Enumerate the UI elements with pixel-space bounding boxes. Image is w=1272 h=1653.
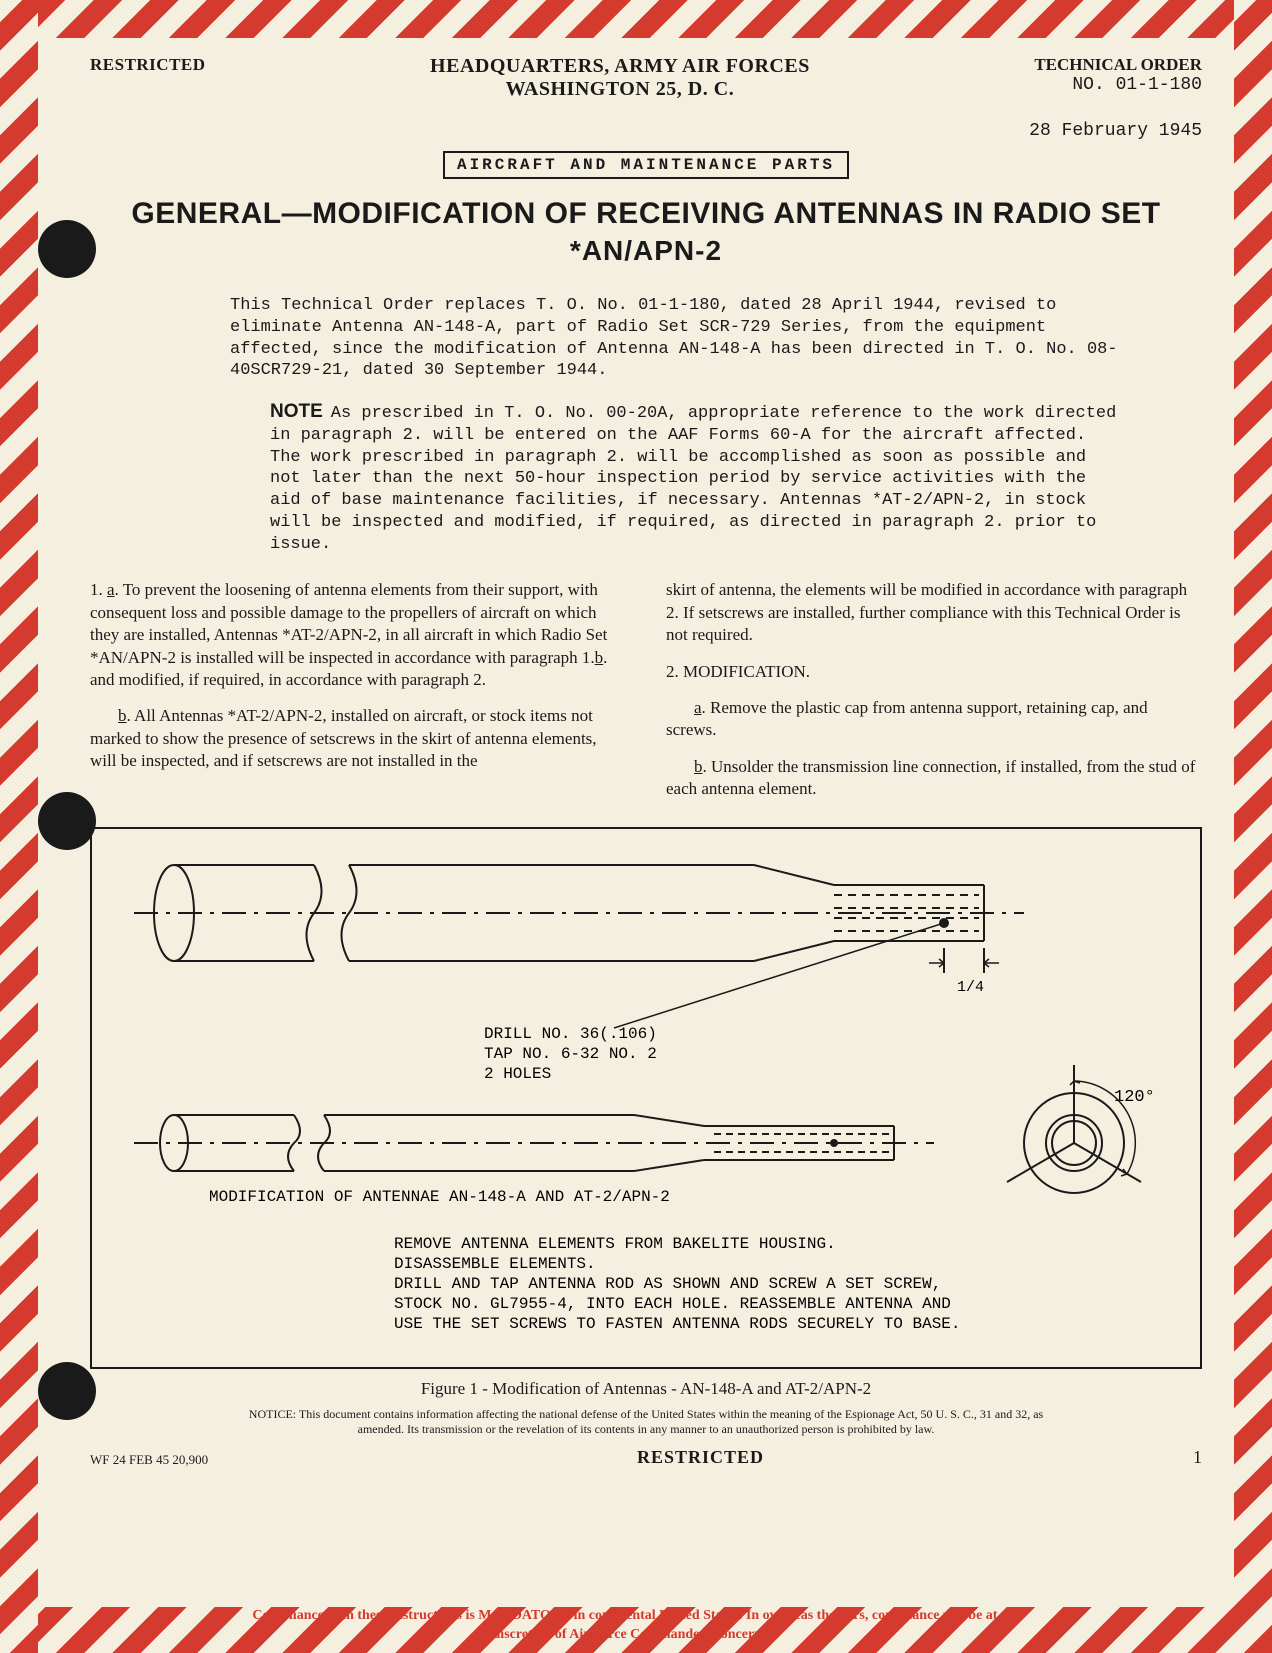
drill-line3: 2 HOLES <box>484 1065 551 1083</box>
para-skirt: skirt of antenna, the elements will be m… <box>666 579 1202 646</box>
instr-4: STOCK NO. GL7955-4, INTO EACH HOLE. REAS… <box>394 1295 951 1313</box>
instr-3: DRILL AND TAP ANTENNA ROD AS SHOWN AND S… <box>394 1275 941 1293</box>
dim-label: 1/4 <box>957 979 984 996</box>
border-left <box>0 0 38 1653</box>
border-right <box>1234 0 1272 1653</box>
sub-title: *AN/APN-2 <box>90 235 1202 267</box>
hq-line2: WASHINGTON 25, D. C. <box>430 78 810 101</box>
instr-1: REMOVE ANTENNA ELEMENTS FROM BAKELITE HO… <box>394 1235 836 1253</box>
figure-box: 1/4 DRILL NO. 36(.106) TAP NO. 6-32 NO. … <box>90 827 1202 1369</box>
figure-caption: Figure 1 - Modification of Antennas - AN… <box>90 1379 1202 1399</box>
restricted-bottom: RESTRICTED <box>637 1447 764 1468</box>
category-wrap: AIRCRAFT AND MAINTENANCE PARTS <box>90 151 1202 179</box>
main-title: GENERAL—MODIFICATION OF RECEIVING ANTENN… <box>90 197 1202 231</box>
right-column: skirt of antenna, the elements will be m… <box>666 579 1202 815</box>
para-2-heading: 2. MODIFICATION. <box>666 661 1202 683</box>
para-1b: b. All Antennas *AT-2/APN-2, installed o… <box>90 705 626 772</box>
footer-row: WF 24 FEB 45 20,900 RESTRICTED 1 <box>90 1447 1202 1468</box>
two-column-body: 1. a. To prevent the loosening of antenn… <box>90 579 1202 815</box>
tech-order-no: NO. 01-1-180 <box>1034 75 1202 95</box>
mod-label: MODIFICATION OF ANTENNAE AN-148-A AND AT… <box>209 1188 670 1206</box>
instr-5: USE THE SET SCREWS TO FASTEN ANTENNA ROD… <box>394 1315 961 1333</box>
category-box: AIRCRAFT AND MAINTENANCE PARTS <box>443 151 849 179</box>
figure-svg: 1/4 DRILL NO. 36(.106) TAP NO. 6-32 NO. … <box>114 853 1174 1353</box>
punch-hole <box>38 1362 96 1420</box>
document-page: RESTRICTED HEADQUARTERS, ARMY AIR FORCES… <box>0 0 1272 1653</box>
punch-hole <box>38 792 96 850</box>
left-column: 1. a. To prevent the loosening of antenn… <box>90 579 626 815</box>
punch-hole <box>38 220 96 278</box>
tech-order-block: TECHNICAL ORDER NO. 01-1-180 <box>1034 55 1202 95</box>
wf-code: WF 24 FEB 45 20,900 <box>90 1452 208 1468</box>
drill-line2: TAP NO. 6-32 NO. 2 <box>484 1045 657 1063</box>
para-2a: a. Remove the plastic cap from antenna s… <box>666 697 1202 742</box>
content-area: RESTRICTED HEADQUARTERS, ARMY AIR FORCES… <box>90 55 1202 1593</box>
page-number: 1 <box>1193 1447 1202 1468</box>
instr-2: DISASSEMBLE ELEMENTS. <box>394 1255 596 1273</box>
document-date: 28 February 1945 <box>90 121 1202 141</box>
header-row: RESTRICTED HEADQUARTERS, ARMY AIR FORCES… <box>90 55 1202 101</box>
drill-line1: DRILL NO. 36(.106) <box>484 1025 657 1043</box>
headquarters-block: HEADQUARTERS, ARMY AIR FORCES WASHINGTON… <box>430 55 810 101</box>
note-label: NOTE <box>270 401 323 422</box>
compliance-notice: Compliance with these instructions is MA… <box>246 1607 1026 1645</box>
note-block: NOTEAs prescribed in T. O. No. 00-20A, a… <box>270 400 1122 555</box>
para-2b: b. Unsolder the transmission line connec… <box>666 756 1202 801</box>
border-top <box>0 0 1272 38</box>
hq-line1: HEADQUARTERS, ARMY AIR FORCES <box>430 55 810 78</box>
angle-label: 120° <box>1114 1088 1155 1107</box>
security-notice: NOTICE: This document contains informati… <box>230 1407 1062 1437</box>
intro-paragraph: This Technical Order replaces T. O. No. … <box>230 295 1122 382</box>
para-1a: 1. a. To prevent the loosening of antenn… <box>90 579 626 691</box>
tech-order-label: TECHNICAL ORDER <box>1034 55 1202 75</box>
note-text: As prescribed in T. O. No. 00-20A, appro… <box>270 404 1116 554</box>
restricted-label: RESTRICTED <box>90 55 206 75</box>
